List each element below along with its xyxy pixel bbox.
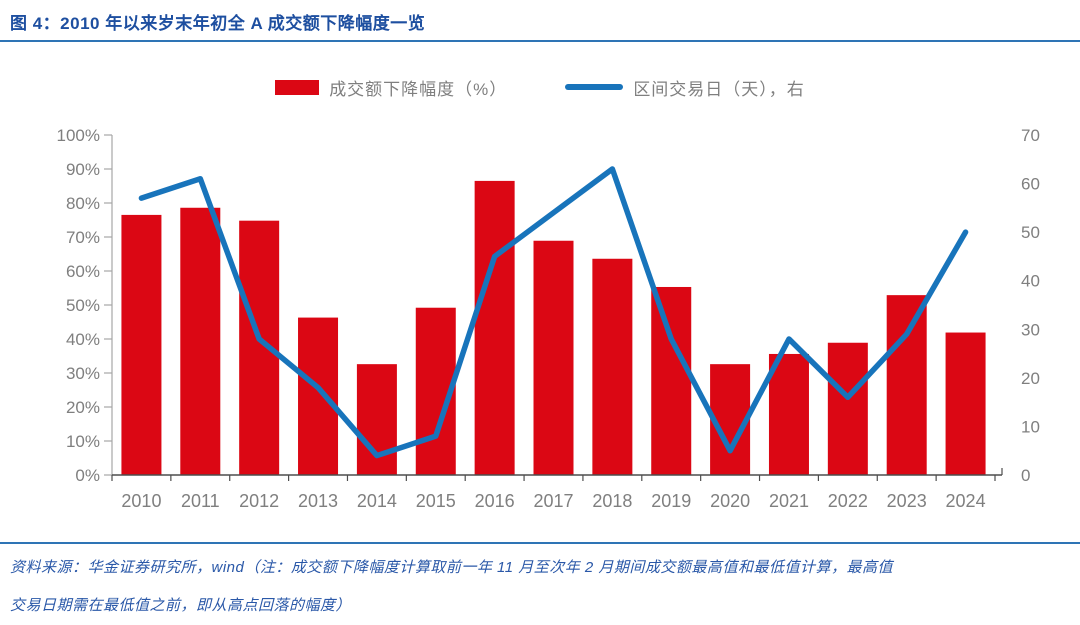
left-axis-label: 50% [66,296,100,315]
source-note-line1: 资料来源：华金证券研究所，wind（注：成交额下降幅度计算取前一年 11 月至次… [10,559,893,576]
x-axis-label-2011: 2011 [181,491,220,511]
x-axis-label-2012: 2012 [239,491,279,511]
x-axis-label-2019: 2019 [651,491,691,511]
combo-chart: 0% 10% 20% 30% 40% 50% 60% 70% 80% 90% 100% 0 10 20 30… [57,126,1040,511]
left-axis-label: 20% [66,398,100,417]
right-axis-label: 60 [1021,175,1040,194]
bar-2017 [533,240,574,475]
right-axis-label: 30 [1021,320,1040,339]
legend-label-trading-days: 区间交易日（天），右 [633,79,805,99]
x-axis-label-2024: 2024 [946,491,986,511]
bar-2019 [651,286,692,475]
right-axis-label: 40 [1021,272,1040,291]
title-divider [0,40,1080,42]
left-axis-label: 80% [66,194,100,213]
right-axis-label: 20 [1021,369,1040,388]
bar-2011 [180,207,221,475]
left-axis-label: 0% [75,466,100,485]
bar-2022 [827,342,868,475]
legend-label-drawdown: 成交额下降幅度（%） [329,79,508,99]
x-axis-label-2020: 2020 [710,491,750,511]
left-axis-label: 40% [66,330,100,349]
x-axis-label-2017: 2017 [533,491,573,511]
x-axis-label-2018: 2018 [592,491,632,511]
x-axis-label-2021: 2021 [769,491,809,511]
source-note: 资料来源：华金证券研究所，wind（注：成交额下降幅度计算取前一年 11 月至次… [10,549,1072,625]
right-axis-label: 50 [1021,223,1040,242]
bar-2013 [298,317,339,475]
right-axis-label: 10 [1021,417,1040,436]
left-axis-label: 100% [57,126,100,145]
bar-2014 [356,364,397,475]
legend-item-drawdown: 成交额下降幅度（%） [275,75,507,100]
bar-2018 [592,258,633,475]
source-note-line2: 交易日期需在最低值之前，即从高点回落的幅度） [10,597,352,614]
bar-2010 [121,214,162,475]
x-axis-label-2016: 2016 [475,491,515,511]
figure-title: 图 4：2010 年以来岁末年初全 A 成交额下降幅度一览 [10,14,426,33]
left-axis-label: 90% [66,160,100,179]
x-axis-label-2014: 2014 [357,491,397,511]
bar-2023 [886,295,927,475]
legend-item-trading-days: 区间交易日（天），右 [565,75,805,100]
left-axis-label: 10% [66,432,100,451]
left-axis-label: 70% [66,228,100,247]
right-axis-label: 0 [1021,466,1030,485]
x-axis-label-2022: 2022 [828,491,868,511]
bar-2024 [945,332,986,475]
bar-2021 [768,353,809,475]
bar-2016 [474,180,515,475]
left-axis-label: 30% [66,364,100,383]
x-axis-label-2015: 2015 [416,491,456,511]
x-axis-label-2010: 2010 [121,491,161,511]
line-swatch-icon [565,84,624,90]
trading-days-line [138,166,969,459]
chart-legend: 成交额下降幅度（%） 区间交易日（天），右 [0,72,1080,102]
left-axis-label: 60% [66,262,100,281]
right-axis-label: 70 [1021,126,1040,145]
bar-swatch-icon [275,79,320,95]
x-axis-label-2013: 2013 [298,491,338,511]
footer-divider [0,542,1080,544]
x-axis-label-2023: 2023 [887,491,927,511]
